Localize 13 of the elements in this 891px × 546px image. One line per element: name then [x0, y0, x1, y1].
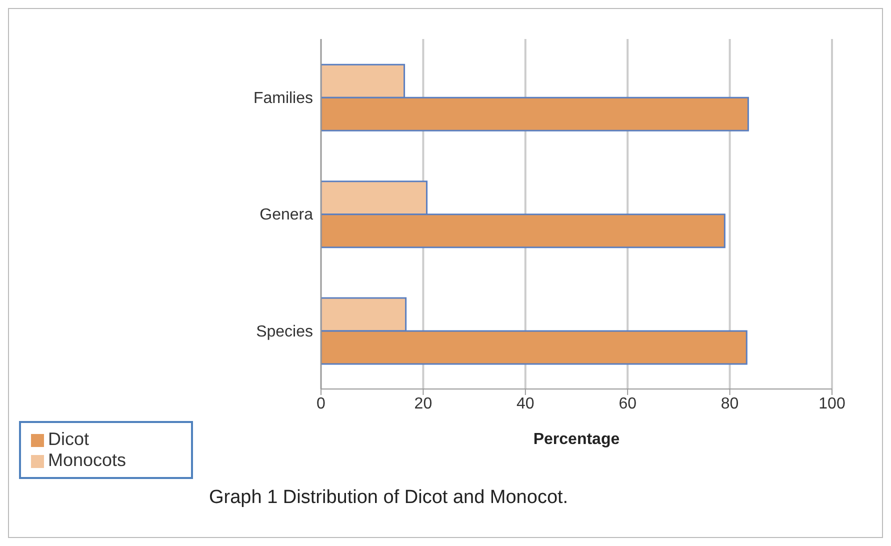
legend-label: Monocots — [48, 450, 126, 470]
x-tick-label: 80 — [720, 395, 739, 412]
y-tick-label: Families — [253, 90, 313, 108]
x-tick-label: 0 — [316, 395, 326, 412]
x-tick-label: 40 — [516, 395, 534, 412]
x-axis-title: Percentage — [533, 431, 620, 448]
y-tick-label: Species — [256, 323, 313, 340]
x-tick-label: 100 — [818, 395, 846, 412]
legend-label: Dicot — [48, 429, 90, 449]
x-tick-label: 20 — [414, 395, 432, 412]
x-tick-label: 60 — [618, 395, 637, 412]
y-tick-label: Genera — [260, 206, 314, 224]
text: Graph 1 Distribution of Dicot and Monocot. — [209, 487, 568, 509]
